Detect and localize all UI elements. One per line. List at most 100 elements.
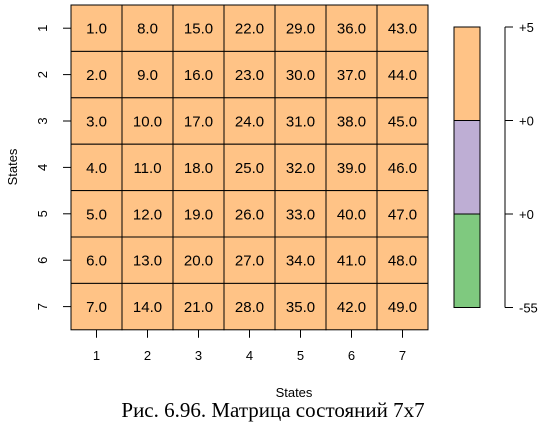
cell-label: 25.0 [235,160,264,177]
x-tick-label: 1 [93,348,100,363]
heatmap-cell [121,236,174,284]
cell-label: 35.0 [286,299,315,316]
cell-label: 26.0 [235,206,264,223]
heatmap-cell [325,4,378,52]
heatmap-cell [274,97,327,145]
cell-label: 43.0 [388,21,417,38]
heatmap-cell [376,97,429,145]
y-tick-label: 5 [35,210,50,217]
cell-label: 36.0 [337,21,366,38]
cell-label: 1.0 [86,21,107,38]
heatmap-cell [325,282,378,331]
x-tick-label: 7 [399,348,406,363]
cell-label: 49.0 [388,299,417,316]
heatmap-cell [121,97,174,145]
cell-label: 37.0 [337,67,366,84]
figure-caption: Рис. 6.96. Матрица состояний 7x7 [121,398,425,422]
x-tick-label: 4 [246,348,253,363]
x-axis-ticks: 1 2 3 4 5 6 7 [93,329,406,363]
cell-label: 21.0 [184,299,213,316]
y-tick-label: 6 [35,257,50,264]
cell-label: 29.0 [286,21,315,38]
x-tick-label: 2 [144,348,151,363]
cell-label: 27.0 [235,253,264,270]
x-tick-label: 5 [297,348,304,363]
heatmap-cell [325,143,378,192]
cell-label: 42.0 [337,299,366,316]
heatmap-cell [274,50,327,99]
heatmap-cell [274,236,327,284]
cell-label: 17.0 [184,114,213,131]
heatmap-cell [70,236,123,284]
cell-label: 22.0 [235,21,264,38]
cell-label: 31.0 [286,114,315,131]
heatmap-chart: 1.0 8.0 15.0 22.0 29.0 36.0 43.02.0 9.0 16.0 23.0… [5,4,538,400]
cell-label: 3.0 [86,114,107,131]
cell-label: 10.0 [133,114,162,131]
x-tick-label: 3 [195,348,202,363]
heatmap-cell [70,282,123,331]
cell-label: 12.0 [133,206,162,223]
cell-label: 15.0 [184,21,213,38]
cell-label: 39.0 [337,160,366,177]
cell-label: 28.0 [235,299,264,316]
heatmap-cell [172,4,225,52]
cell-label: 46.0 [388,160,417,177]
heatmap-cell [376,143,429,192]
legend-tick-label: -55 [519,301,538,316]
y-tick-label: 1 [35,25,50,32]
cell-label: 11.0 [133,160,161,177]
heatmap-cell [121,143,174,192]
cell-label: 44.0 [388,67,417,84]
cell-label: 2.0 [86,67,107,84]
cell-label: 6.0 [86,253,107,270]
cell-label: 16.0 [184,67,213,84]
heatmap-cell [376,282,429,331]
heatmap-cell [70,4,123,52]
cell-label: 48.0 [388,253,417,270]
cell-label: 41.0 [337,253,366,270]
heatmap-cell [70,143,123,192]
legend-color-segment [453,26,481,121]
heatmap-cell [223,282,276,331]
cell-label: 38.0 [337,114,366,131]
legend-tick-label: +0 [519,207,534,222]
y-tick-label: 7 [35,303,50,310]
y-axis-ticks: 1 2 3 4 5 6 7 [35,25,71,310]
heatmap-cell [274,282,327,331]
cell-label: 45.0 [388,114,417,131]
cell-label: 32.0 [286,160,315,177]
legend-color-segment [453,213,481,308]
y-tick-label: 4 [35,164,50,171]
cell-label: 34.0 [286,253,315,270]
cell-label: 5.0 [86,206,107,223]
y-tick-label: 2 [35,71,50,78]
heatmap-cell [121,4,174,52]
color-legend: +5 +0 +0 -55 [453,20,538,316]
y-axis-label: States [5,148,20,185]
heatmap-cell [70,190,123,238]
cell-label: 7.0 [86,299,107,316]
heatmap-cell [223,236,276,284]
cell-label: 9.0 [137,67,158,84]
heatmap-cell [172,97,225,145]
cell-label: 23.0 [235,67,264,84]
legend-color-segment [453,120,481,215]
heatmap-cell [172,282,225,331]
legend-tick-label: +5 [519,20,534,35]
y-tick-label: 3 [35,117,50,124]
cell-label: 24.0 [235,114,264,131]
cell-label: 19.0 [184,206,213,223]
x-axis-label: States [276,385,313,400]
cell-label: 14.0 [133,299,162,316]
heatmap-cell [325,97,378,145]
cell-label: 47.0 [388,206,417,223]
heatmap-cell [376,50,429,99]
x-tick-label: 6 [348,348,355,363]
heatmap-cell [172,190,225,238]
cell-label: 30.0 [286,67,315,84]
cell-label: 4.0 [86,160,107,177]
cell-label: 8.0 [137,21,158,38]
cell-label: 18.0 [184,160,213,177]
heatmap-cell [172,50,225,99]
